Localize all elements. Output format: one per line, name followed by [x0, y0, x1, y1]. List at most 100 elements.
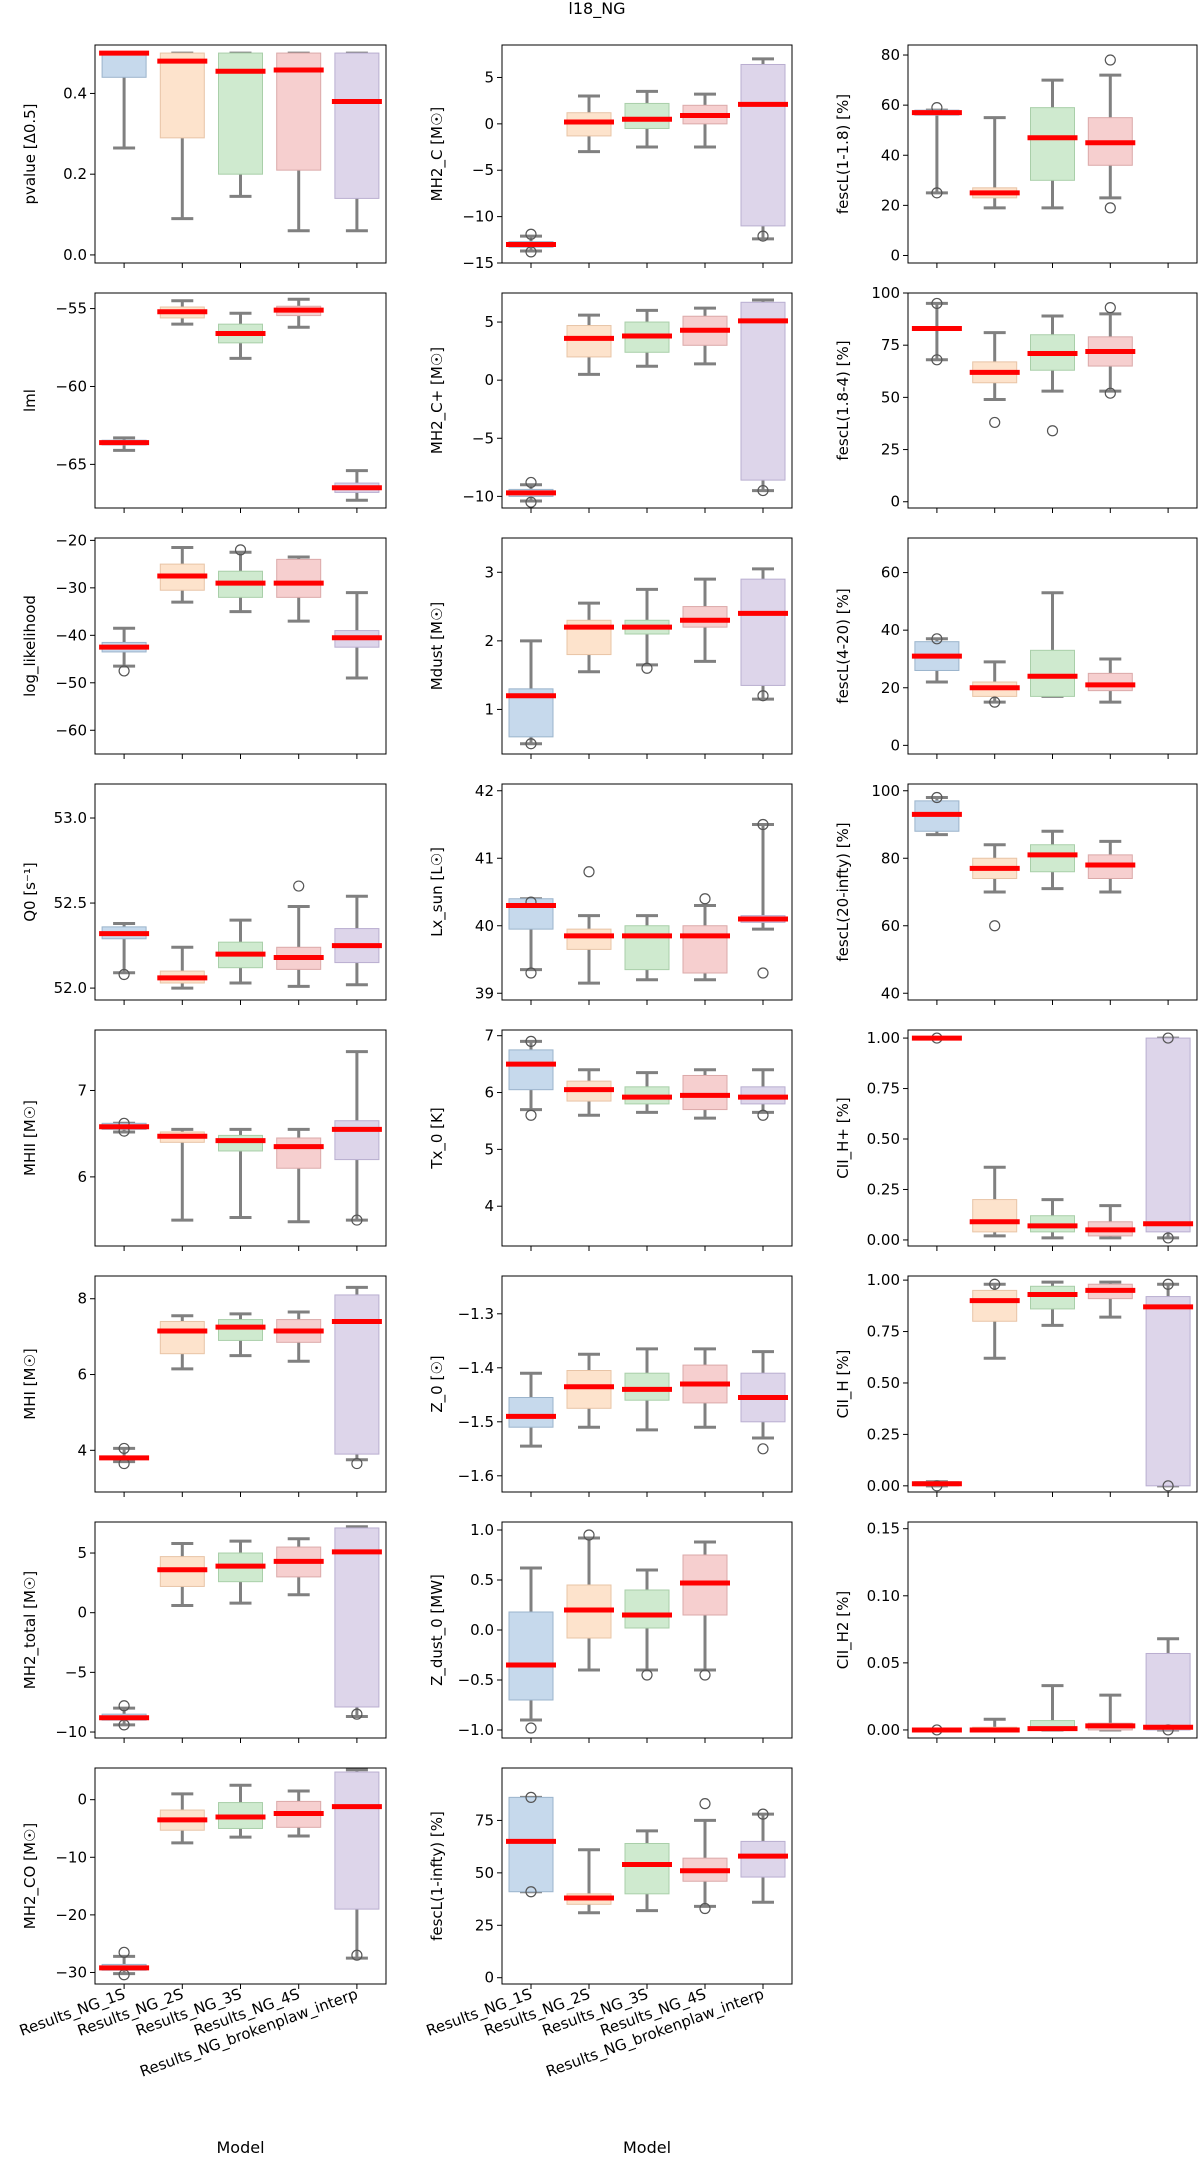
y-axis-label: CII_H [%]: [834, 1350, 853, 1419]
y-tick-label: 42: [475, 782, 494, 800]
y-tick-label: 5: [484, 1140, 494, 1158]
box-Results_NG_3S: [622, 1568, 672, 1681]
y-tick-label: 5: [484, 68, 494, 86]
outlier-point: [118, 968, 130, 981]
box-Results_NG_brokenplaw_interp: [331, 469, 382, 502]
y-tick-label: 39: [475, 984, 494, 1002]
box-Results_NG_brokenplaw_interp: [738, 1350, 788, 1455]
subplot-22: 0 25 50 75 fescL(1-infty) [%]: [428, 1767, 793, 1989]
box-Results_NG_3S: [215, 918, 266, 985]
subplot-0: 0.0 0.2 0.4 pvalue [Δ0.5]: [21, 44, 387, 268]
box-iqr: [508, 1796, 554, 1893]
y-tick-label: 41: [475, 849, 494, 867]
box-Results_NG_3S: [215, 51, 266, 198]
subplot-4: −10 −5 0 5 MH2_C+ [M☉]: [428, 292, 793, 513]
box-iqr: [624, 1589, 670, 1629]
box-Results_NG_1S: [99, 626, 150, 677]
box-Results_NG_brokenplaw_interp: [738, 57, 788, 242]
outlier-point: [989, 416, 1001, 429]
y-tick-label: −1.0: [458, 1721, 494, 1739]
y-axis-label: fescL(4-20) [%]: [834, 588, 852, 703]
y-tick-label: 40: [475, 917, 494, 935]
box-Results_NG_4S: [273, 880, 324, 988]
box-Results_NG_1S: [99, 1442, 150, 1470]
y-tick-label: 0: [890, 736, 900, 754]
box-iqr: [1030, 107, 1075, 181]
box-iqr: [218, 1134, 263, 1152]
outlier-point: [931, 791, 943, 804]
outlier-point: [699, 1902, 711, 1915]
box-Results_NG_4S: [1085, 54, 1136, 214]
outlier-point: [234, 544, 247, 556]
y-tick-label: −20: [55, 1906, 87, 1924]
box-iqr: [334, 52, 380, 199]
y-tick-label: 40: [881, 621, 900, 639]
y-tick-label: −50: [55, 674, 87, 692]
box-iqr: [1087, 672, 1133, 692]
subplot-12: 6 7 MHII [M☉]: [21, 1029, 387, 1251]
y-tick-label: 0.0: [63, 246, 87, 264]
y-tick-label: 5: [77, 1544, 87, 1562]
y-tick-label: 100: [871, 284, 900, 302]
outlier-point: [525, 1109, 537, 1121]
outlier-point: [351, 1457, 363, 1470]
box-Results_NG_3S: [622, 1829, 672, 1913]
box-Results_NG_1S: [99, 921, 150, 981]
y-axis-label: MHII [M☉]: [21, 1100, 39, 1176]
y-tick-label: 0.75: [867, 1323, 900, 1341]
y-axis-label: log_likelihood: [21, 595, 40, 697]
box-Results_NG_3S: [622, 89, 672, 149]
outlier-point: [757, 1808, 769, 1820]
box-iqr: [566, 325, 612, 358]
outlier-point: [641, 1669, 653, 1681]
outlier-point: [699, 1669, 711, 1681]
subplot-13: 4 5 6 7 Tx_0 [K]: [428, 1027, 793, 1251]
y-tick-label: −0.5: [458, 1671, 494, 1689]
box-iqr: [624, 1372, 670, 1401]
outlier-point: [525, 967, 537, 979]
y-tick-label: 6: [484, 1084, 494, 1102]
outlier-point: [1162, 1480, 1174, 1492]
x-axis-label: Model: [216, 2138, 264, 2157]
box-Results_NG_4S: [1085, 302, 1136, 399]
box-Results_NG_3S: [622, 914, 672, 982]
box-iqr: [101, 52, 147, 78]
y-axis-label: Tx_0 [K]: [428, 1107, 447, 1169]
subplot-6: −60 −50 −40 −30 −20 log_likelihood: [21, 531, 387, 759]
box-Results_NG_brokenplaw_interp: [331, 591, 382, 680]
box-iqr: [972, 1289, 1018, 1322]
y-tick-label: 100: [871, 782, 900, 800]
outlier-point: [757, 818, 769, 831]
y-tick-label: 6: [77, 1168, 87, 1186]
y-tick-label: 60: [881, 564, 900, 582]
subplot-18: −10 −5 0 5 MH2_total [M☉]: [21, 1521, 387, 1743]
box-Results_NG_1S: [99, 436, 150, 452]
y-tick-label: 0.00: [867, 1721, 900, 1739]
outlier-point: [931, 633, 943, 645]
box-Results_NG_3S: [1027, 1280, 1078, 1327]
box-iqr: [624, 925, 670, 971]
box-Results_NG_2S: [157, 1314, 208, 1371]
outlier-point: [931, 354, 943, 366]
box-Results_NG_2S: [157, 545, 208, 604]
box-Results_NG_3S: [622, 1347, 672, 1432]
box-iqr: [624, 1842, 670, 1895]
outlier-point: [1104, 387, 1116, 399]
y-tick-label: 4: [484, 1197, 494, 1215]
box-Results_NG_2S: [969, 843, 1020, 932]
outlier-point: [699, 893, 711, 905]
y-tick-label: 0: [890, 493, 900, 511]
outlier-point: [118, 665, 130, 677]
subplot-5: 0 25 50 75 100 fescL(1.8-4) [%]: [834, 284, 1198, 513]
box-iqr: [1145, 1296, 1191, 1487]
y-axis-label: MH2_C [M☉]: [428, 107, 447, 202]
box-iqr: [159, 52, 205, 139]
y-tick-label: 0.00: [867, 1231, 900, 1249]
box-Results_NG_2S: [157, 1127, 208, 1222]
y-axis-label: CII_H2 [%]: [834, 1591, 853, 1669]
box-iqr: [508, 1397, 554, 1428]
y-axis-label: Z_dust_0 [MW]: [428, 1574, 447, 1686]
box-Results_NG_2S: [157, 1541, 208, 1608]
box-Results_NG_1S: [506, 1791, 556, 1898]
y-tick-label: 0.75: [867, 1080, 900, 1098]
